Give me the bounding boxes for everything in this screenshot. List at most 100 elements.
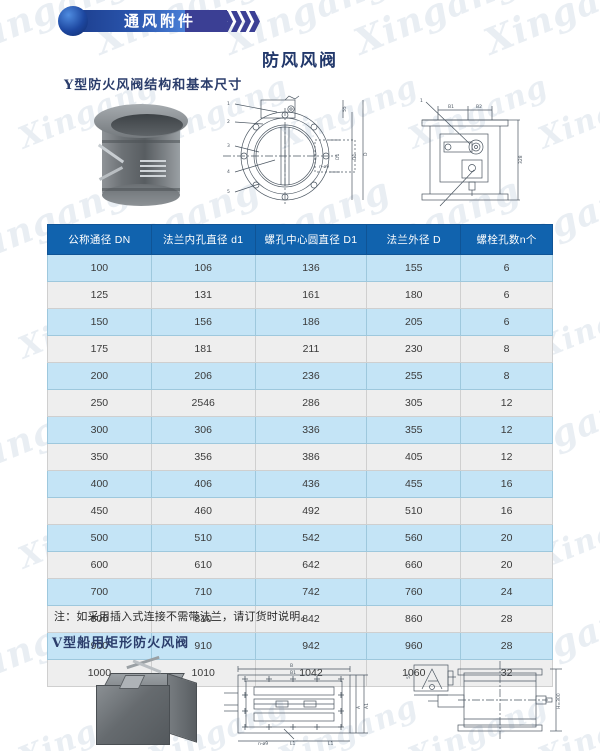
table-cell: 16: [460, 470, 553, 498]
svg-text:H=300: H=300: [556, 693, 562, 709]
table-row: 200 206 236 255 8: [47, 362, 553, 390]
table-cell: 131: [150, 281, 256, 309]
damper-front-face: [96, 685, 170, 745]
table-cell: 560: [366, 524, 462, 552]
damper-top-rim: [94, 104, 188, 138]
table-note: 注：如采用插入式连接不需带法兰，请订货时说明。: [54, 610, 312, 623]
table-cell: 500: [47, 524, 152, 552]
drawing-actuator-side-view: 1 B1 B2 328: [400, 94, 550, 212]
table-cell: 860: [366, 605, 462, 633]
table-cell: 305: [366, 389, 462, 417]
banner-bar: [76, 10, 221, 32]
svg-text:A: A: [356, 705, 362, 709]
table-cell: 610: [150, 551, 256, 579]
table-cell: 455: [366, 470, 462, 498]
table-header-row: 公称通径 DN 法兰内孔直径 d1 螺孔中心圆直径 D1 法兰外径 D 螺栓孔数…: [47, 224, 553, 255]
damper-band: [102, 188, 180, 191]
damper-bore: [111, 114, 183, 136]
table-cell: 180: [366, 281, 462, 309]
chevron-right-icon: [222, 11, 233, 32]
banner-circle-icon: [58, 6, 88, 36]
drawing-flange-front-view: 1 2 3 4 5 55 D1 D D1 n-ø9: [215, 94, 385, 212]
table-cell: 181: [150, 335, 256, 363]
table-cell: 155: [366, 254, 462, 282]
table-cell: 205: [366, 308, 462, 336]
table-header-cell: 法兰内孔直径 d1: [150, 224, 256, 255]
table-header-cell: 螺栓孔数n个: [460, 224, 553, 255]
table-cell: 356: [150, 443, 256, 471]
table-cell: 800: [47, 605, 152, 633]
svg-text:4: 4: [227, 169, 230, 175]
chevron-right-icon: [249, 11, 260, 32]
table-cell: 942: [254, 632, 368, 660]
table-cell: 28: [460, 605, 553, 633]
page-banner: 通风附件: [0, 6, 600, 36]
table-row: 300 306 336 355 12: [47, 416, 553, 444]
table-cell: 255: [366, 362, 462, 390]
table-cell: 106: [150, 254, 256, 282]
table-cell: 8: [460, 362, 553, 390]
table-cell: 300: [47, 416, 152, 444]
table-row: 450 460 492 510 16: [47, 497, 553, 525]
chevron-right-icon: [240, 11, 251, 32]
table-row: 150 156 186 205 6: [47, 308, 553, 336]
table-cell: 510: [150, 524, 256, 552]
table-row: 250 2546 286 305 12: [47, 389, 553, 417]
table-cell: 492: [254, 497, 368, 525]
table-cell: 250: [47, 389, 152, 417]
table-cell: 910: [150, 632, 256, 660]
damper-spring: [140, 160, 166, 177]
table-cell: 6: [460, 281, 553, 309]
svg-text:n-ø9: n-ø9: [258, 741, 268, 747]
svg-text:2: 2: [227, 119, 230, 125]
table-cell: 156: [150, 308, 256, 336]
table-cell: 700: [47, 578, 152, 606]
table-cell: 810: [150, 605, 256, 633]
table-cell: 12: [460, 389, 553, 417]
drawing-rectangular-front-view: B B1 A A1 n-ø9 L1 L1: [224, 661, 404, 749]
table-cell: 286: [254, 389, 368, 417]
table-cell: 8: [460, 335, 553, 363]
table-cell: 211: [254, 335, 368, 363]
table-cell: 161: [254, 281, 368, 309]
table-cell: 20: [460, 524, 553, 552]
table-cell: 150: [47, 308, 152, 336]
banner-title: 通风附件: [123, 12, 196, 30]
svg-text:D: D: [363, 152, 369, 156]
section-heading-y-type: Y型防火风阀结构和基本尺寸: [64, 78, 243, 93]
table-cell: 236: [254, 362, 368, 390]
table-cell: 542: [254, 524, 368, 552]
svg-text:B2: B2: [476, 104, 482, 110]
table-cell: 510: [366, 497, 462, 525]
table-cell: 460: [150, 497, 256, 525]
table-cell: 2546: [150, 389, 256, 417]
table-cell: 742: [254, 578, 368, 606]
table-cell: 355: [366, 416, 462, 444]
flange-dimension-table: 公称通径 DN 法兰内孔直径 d1 螺孔中心圆直径 D1 法兰外径 D 螺栓孔数…: [47, 224, 553, 687]
svg-text:B: B: [290, 663, 293, 669]
table-cell: 406: [150, 470, 256, 498]
svg-text:B1: B1: [448, 104, 454, 110]
table-row: 600 610 642 660 20: [47, 551, 553, 579]
table-row: 400 406 436 455 16: [47, 470, 553, 498]
table-cell: 6: [460, 308, 553, 336]
table-row: 900 910 942 960 28: [47, 632, 553, 660]
drawing-rectangular-section-view: H=300 55: [398, 661, 578, 749]
table-cell: 206: [150, 362, 256, 390]
svg-text:B1: B1: [290, 670, 296, 676]
table-cell: 28: [460, 632, 553, 660]
banner-bar-accent: [185, 10, 227, 32]
table-cell: 386: [254, 443, 368, 471]
table-cell: 100: [47, 254, 152, 282]
damper-band: [102, 140, 180, 143]
table-cell: 710: [150, 578, 256, 606]
svg-text:5: 5: [227, 189, 230, 195]
svg-text:L1: L1: [328, 741, 334, 747]
table-cell: 642: [254, 551, 368, 579]
table-cell: 660: [366, 551, 462, 579]
table-cell: 1042: [254, 659, 368, 687]
svg-text:328: 328: [518, 155, 524, 164]
table-cell: 136: [254, 254, 368, 282]
table-row: 100 106 136 155 6: [47, 254, 553, 282]
table-row: 700 710 742 760 24: [47, 578, 553, 606]
